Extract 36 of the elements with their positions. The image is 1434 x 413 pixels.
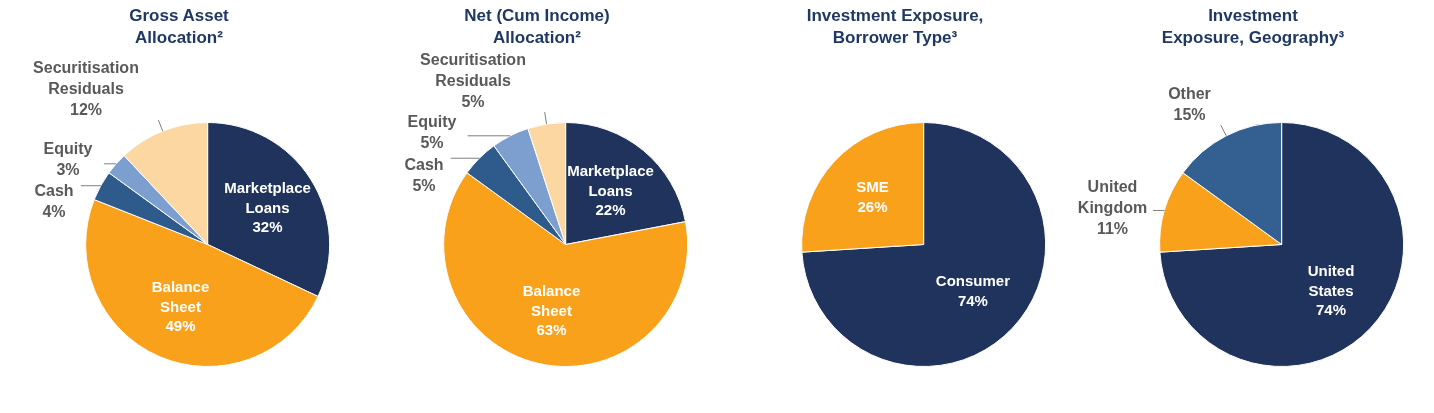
data-label: 11% xyxy=(1096,219,1129,237)
slice-label: Other xyxy=(1168,85,1211,102)
slice-label: SME xyxy=(856,178,889,195)
data-label: 5% xyxy=(461,92,485,110)
chart-title: Net (Cum Income) Allocation² xyxy=(464,5,610,47)
slice-label: Balance Sheet xyxy=(151,278,210,315)
chart-title: Investment Exposure, Geography³ xyxy=(1161,5,1345,47)
data-label: 74% xyxy=(1315,301,1347,318)
slice-label: Equity xyxy=(43,140,93,157)
data-label: 3% xyxy=(56,160,80,178)
data-label: 32% xyxy=(252,218,283,235)
chart-title: Investment Exposure, Borrower Type³ xyxy=(806,5,984,47)
slice-label: Securitisation Residuals xyxy=(420,51,526,89)
data-label: 12% xyxy=(69,100,103,118)
data-label: 63% xyxy=(536,321,567,338)
data-label: 49% xyxy=(165,317,196,334)
data-label: 22% xyxy=(595,201,626,218)
slice-label: Cash xyxy=(404,156,444,173)
data-label: 5% xyxy=(412,176,436,194)
data-label: 26% xyxy=(857,197,888,215)
pie-slice xyxy=(801,122,1047,367)
slice-label: Marketplace Loans xyxy=(567,162,654,199)
slice-label: Marketplace Loans xyxy=(224,179,311,216)
pie-slice xyxy=(1159,122,1405,367)
slice-label: Equity xyxy=(407,113,457,130)
data-label: 15% xyxy=(1173,105,1206,123)
data-label: 74% xyxy=(957,291,988,309)
chart-title: Gross Asset Allocation² xyxy=(129,5,230,47)
slice-label: United Kingdom xyxy=(1077,178,1148,216)
slice-label: United States xyxy=(1307,262,1355,299)
slice-label: Balance Sheet xyxy=(522,282,581,319)
data-label: 5% xyxy=(420,133,444,151)
data-label: 4% xyxy=(42,202,66,220)
slice-label: Consumer xyxy=(935,272,1011,289)
slice-label: Cash xyxy=(34,182,74,199)
slice-label: Securitisation Residuals xyxy=(33,59,139,97)
